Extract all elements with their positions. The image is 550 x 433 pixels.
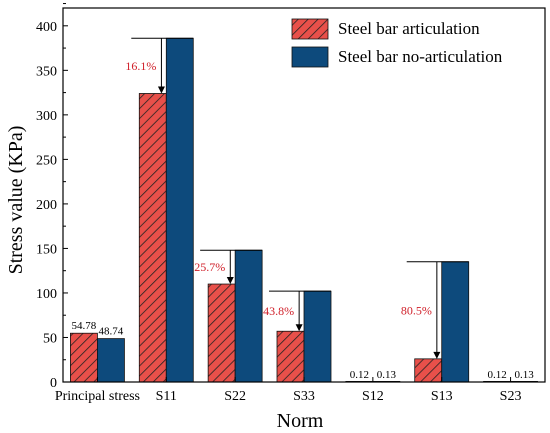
value-label-4-0: 0.12 [350,369,369,381]
legend-swatch-0 [291,18,329,40]
x-tick-label-s11: S11 [156,389,177,404]
bar-no-articulation-2 [234,249,263,383]
bar-articulation-2 [207,283,236,383]
y-tick-label: 0 [50,376,57,391]
bar-articulation-0 [70,332,98,383]
value-label-0-1: 48.74 [99,326,124,338]
axes: 0 50 100 150 200 250 300 350 400 Principal stress… [36,3,546,404]
y-tick-label: 350 [36,64,57,79]
value-label-0-0: 54.78 [72,320,97,332]
y-axis-title: Stress value (KPa) [5,126,27,275]
value-label-6-1: 0.13 [514,369,534,381]
value-label-4-1: 0.13 [377,369,397,381]
arrowhead-3 [295,324,303,332]
arrowhead-2 [226,277,234,285]
y-tick-label: 200 [36,198,57,213]
bar-no-articulation-0 [97,338,125,383]
reduction-label-1: 16.1% [125,59,156,73]
x-tick-label-principal-stress: Principal stress [55,389,140,404]
y-tick-label: 400 [36,20,57,35]
legend: Steel bar articulation Steel bar no-artic… [291,18,503,68]
x-tick-label-s22: S22 [224,389,246,404]
reduction-label-2: 25.7% [194,260,225,274]
bar-articulation-5 [414,358,443,383]
x-tick-label-s13: S13 [431,389,453,404]
y-tick-label: 150 [36,242,57,257]
bar-no-articulation-3 [303,290,332,383]
x-tick-label-s33: S33 [293,389,315,404]
x-tick-label-s23: S23 [500,389,522,404]
bar-no-articulation-1 [165,37,194,383]
value-label-6-0: 0.12 [487,369,506,381]
y-tick-label: 100 [36,287,57,302]
arrowhead-5 [433,351,441,359]
y-tick-label: 50 [43,331,57,346]
y-tick-label: 250 [36,153,57,168]
legend-label-0: Steel bar articulation [338,19,480,38]
legend-swatch-1 [291,46,329,68]
y-tick-label: 300 [36,109,57,124]
bar-articulation-3 [276,330,305,383]
x-axis-title: Norm [277,410,324,432]
legend-label-1: Steel bar no-articulation [338,47,503,66]
arrowhead-1 [157,86,165,94]
x-tick-label-s12: S12 [362,389,384,404]
bar-no-articulation-5 [441,261,470,383]
reduction-label-3: 43.8% [263,304,294,318]
plot-area: 54.78 48.74 0.12 0.13 0.12 0.13 16.1% 25.7% 43.8… [70,37,538,383]
bar-articulation-1 [138,93,167,383]
reduction-label-5: 80.5% [401,303,432,317]
